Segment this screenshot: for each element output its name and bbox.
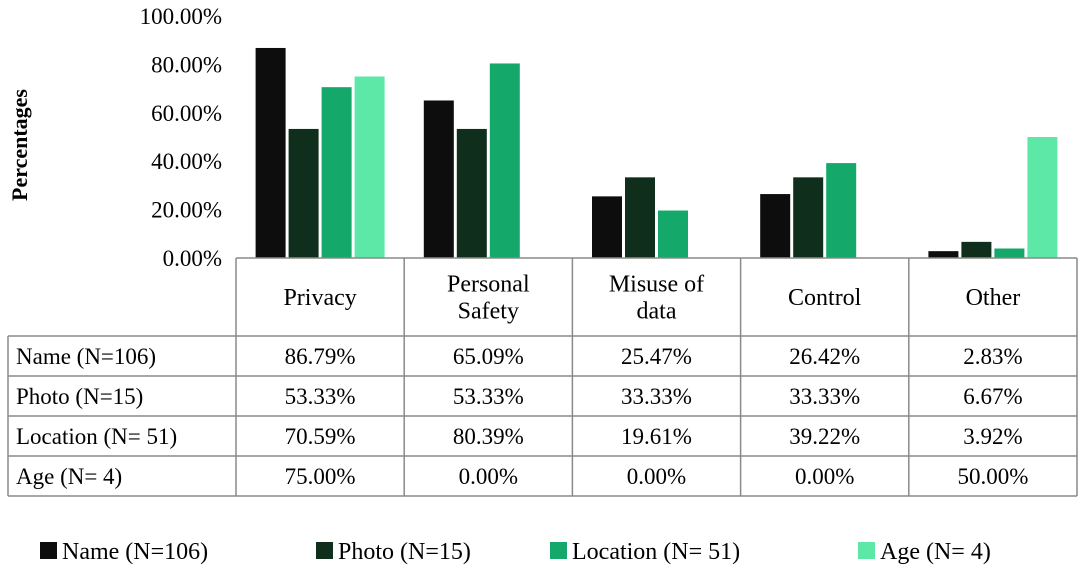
bar (354, 76, 385, 258)
y-tick-label: 100.00% (140, 4, 222, 29)
table-cell: 0.00% (627, 464, 686, 489)
table-row-name: Photo (N=15) (16, 384, 143, 409)
bar (489, 63, 520, 258)
y-tick-label: 20.00% (151, 198, 222, 223)
bar (288, 128, 319, 258)
bar (456, 128, 487, 258)
bar (961, 241, 992, 258)
legend-label: Age (N= 4) (880, 539, 991, 565)
category-label: Control (788, 285, 862, 311)
y-tick-label: 80.00% (151, 52, 222, 77)
table-cell: 3.92% (963, 424, 1022, 449)
legend-swatch (858, 542, 875, 559)
category-label: Privacy (283, 285, 356, 311)
table-cell: 80.39% (453, 424, 524, 449)
table-cell: 6.67% (963, 384, 1022, 409)
table-cell: 53.33% (285, 384, 356, 409)
table-row-name: Location (N= 51) (16, 424, 177, 449)
category-label: Other (966, 285, 1021, 311)
bar (760, 194, 791, 258)
legend: Name (N=106) Photo (N=15) Location (N= 51)… (40, 539, 991, 565)
bar (592, 196, 622, 258)
table-cell: 33.33% (621, 384, 692, 409)
table-cell: 86.79% (285, 344, 356, 369)
y-tick-label: 40.00% (151, 149, 222, 174)
table-cell: 70.59% (285, 424, 356, 449)
legend-swatch (316, 542, 333, 559)
table-row-name: Age (N= 4) (16, 464, 122, 489)
table-cell: 19.61% (621, 424, 692, 449)
table-cell: 50.00% (957, 464, 1028, 489)
bar (423, 100, 454, 258)
bar (928, 251, 959, 258)
y-tick-label: 60.00% (151, 101, 222, 126)
category-label: Personal (447, 272, 530, 298)
y-tick-label: 0.00% (163, 246, 222, 271)
table-row-name: Name (N=106) (16, 344, 156, 369)
bar (658, 210, 688, 258)
y-axis-label: Percentages (7, 89, 32, 201)
bar (625, 177, 655, 258)
table-cell: 0.00% (459, 464, 518, 489)
category-label: Safety (458, 299, 519, 325)
bar (793, 177, 824, 258)
bar (826, 163, 857, 258)
table-cell: 53.33% (453, 384, 524, 409)
table-cell: 39.22% (789, 424, 860, 449)
table-cell: 33.33% (789, 384, 860, 409)
table-cell: 26.42% (789, 344, 860, 369)
table-cell: 2.83% (963, 344, 1022, 369)
legend-label: Name (N=106) (62, 539, 208, 565)
table-cell: 65.09% (453, 344, 524, 369)
table-cell: 25.47% (621, 344, 692, 369)
bars (255, 47, 1058, 258)
legend-label: Photo (N=15) (338, 539, 471, 565)
bar (255, 47, 286, 258)
table-cell: 75.00% (285, 464, 356, 489)
table-cell: 0.00% (795, 464, 854, 489)
bar (1027, 137, 1058, 258)
category-label: Misuse of (609, 272, 704, 298)
legend-swatch (550, 542, 567, 559)
category-label: data (637, 299, 677, 325)
legend-swatch (40, 542, 57, 559)
y-ticks: 0.00% 20.00% 40.00% 60.00% 80.00% 100.00% (140, 4, 222, 271)
bar (994, 248, 1025, 258)
legend-label: Location (N= 51) (572, 539, 740, 565)
bar (321, 87, 352, 258)
